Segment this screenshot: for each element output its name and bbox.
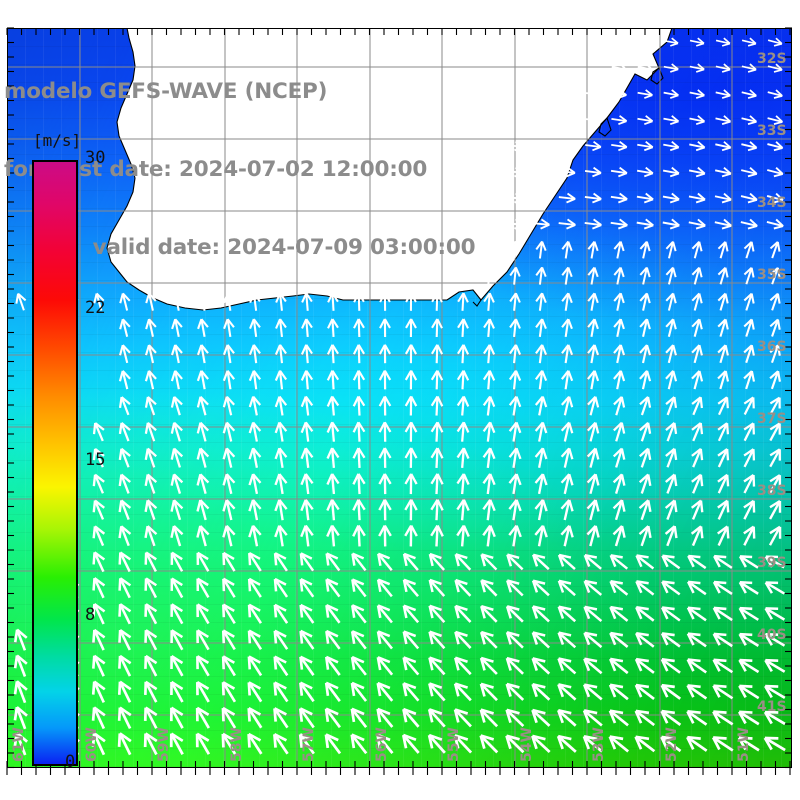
- longitude-label-55W: 55W: [446, 727, 462, 762]
- latitude-label-35S: 35S: [757, 267, 787, 283]
- latitude-label-38S: 38S: [757, 483, 787, 499]
- longitude-label-57W: 57W: [301, 727, 317, 762]
- colorbar[interactable]: [32, 160, 78, 766]
- colorbar-unit-label: [m/s]: [33, 131, 82, 150]
- model-title: modelo GEFS-WAVE (NCEP): [4, 79, 328, 104]
- latitude-label-37S: 37S: [757, 411, 787, 427]
- coastline-detail-bay: [472, 299, 482, 307]
- title-block: modelo GEFS-WAVE (NCEP) forecast date: 2…: [4, 27, 564, 313]
- latitude-label-32S: 32S: [757, 51, 787, 67]
- map-plot-area[interactable]: [7, 28, 792, 768]
- longitude-label-59W: 59W: [156, 727, 172, 762]
- colorbar-tick-8: 8: [85, 605, 96, 625]
- colorbar-tick-30: 30: [85, 148, 106, 168]
- colorbar-tick-15: 15: [85, 450, 106, 470]
- colorbar-tick-22: 22: [85, 298, 106, 318]
- latitude-label-40S: 40S: [757, 627, 787, 643]
- longitude-label-56W: 56W: [374, 727, 390, 762]
- latitude-label-33S: 33S: [757, 123, 787, 139]
- longitude-label-52W: 52W: [664, 727, 680, 762]
- latitude-label-41S: 41S: [757, 699, 787, 715]
- longitude-label-51W: 51W: [736, 727, 752, 762]
- valid-date: valid date: 2024-07-09 03:00:00: [92, 235, 476, 260]
- latitude-label-34S: 34S: [757, 195, 787, 211]
- longitude-label-53W: 53W: [591, 727, 607, 762]
- colorbar-tick-0: 0: [65, 752, 76, 772]
- longitude-label-60W: 60W: [84, 727, 100, 762]
- longitude-label-54W: 54W: [519, 727, 535, 762]
- latitude-label-39S: 39S: [757, 555, 787, 571]
- longitude-label-58W: 58W: [229, 727, 245, 762]
- longitude-label-61W: 61W: [11, 727, 27, 762]
- coastline-detail-ne: [650, 67, 664, 85]
- latitude-label-36S: 36S: [757, 339, 787, 355]
- land-mask: [7, 28, 672, 310]
